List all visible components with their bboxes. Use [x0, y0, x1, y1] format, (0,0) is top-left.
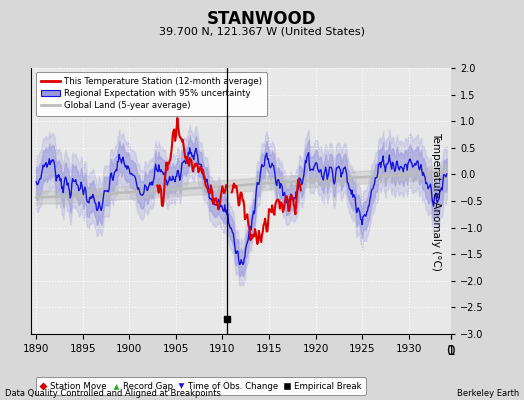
- Legend: Station Move, Record Gap, Time of Obs. Change, Empirical Break: Station Move, Record Gap, Time of Obs. C…: [36, 377, 366, 395]
- Text: Data Quality Controlled and Aligned at Breakpoints: Data Quality Controlled and Aligned at B…: [5, 389, 221, 398]
- Text: STANWOOD: STANWOOD: [208, 10, 316, 28]
- Text: 39.700 N, 121.367 W (United States): 39.700 N, 121.367 W (United States): [159, 26, 365, 36]
- Y-axis label: Temperature Anomaly (°C): Temperature Anomaly (°C): [431, 132, 441, 270]
- Text: Berkeley Earth: Berkeley Earth: [456, 389, 519, 398]
